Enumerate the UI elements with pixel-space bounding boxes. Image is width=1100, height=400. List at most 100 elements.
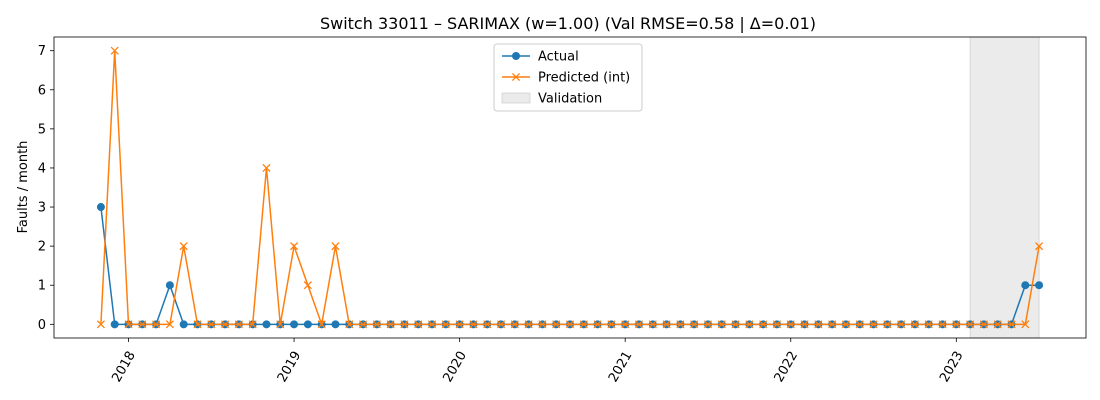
data-point [441, 320, 450, 329]
y-tick-label: 4 [38, 161, 46, 176]
data-point [455, 320, 464, 329]
data-point [607, 320, 616, 329]
series-line-1 [100, 206, 1040, 326]
data-point [165, 281, 174, 290]
data-point [483, 320, 492, 329]
data-point [152, 320, 161, 329]
data-point [124, 320, 133, 329]
data-point [1035, 242, 1044, 251]
data-point [731, 320, 740, 329]
y-tick-label: 3 [38, 201, 46, 216]
data-point [110, 320, 119, 329]
data-point [1021, 281, 1030, 290]
data-point [276, 320, 285, 329]
plot-frame [53, 36, 1087, 339]
data-point [1035, 281, 1044, 290]
data-point [331, 242, 340, 251]
data-point [676, 320, 685, 329]
data-point [814, 320, 823, 329]
y-tick-label: 6 [38, 83, 46, 98]
x-tick-label: 2022 [772, 349, 802, 385]
data-point [538, 320, 547, 329]
data-point [372, 320, 381, 329]
data-point [952, 320, 961, 329]
data-point [634, 320, 644, 329]
data-point [138, 320, 147, 329]
legend-swatch-validation [501, 92, 531, 104]
data-point [938, 320, 947, 329]
chart-title: Switch 33011 – SARIMAX (w=1.00) (Val RMS… [320, 14, 816, 33]
data-point [510, 320, 519, 329]
x-tick-label: 2019 [275, 349, 305, 385]
data-point [496, 320, 506, 329]
y-tick-label: 0 [38, 318, 46, 333]
data-point [290, 320, 299, 329]
y-tick-label: 7 [38, 44, 46, 59]
data-point [400, 320, 409, 329]
legend-label-validation: Validation [538, 92, 602, 107]
data-point [221, 320, 230, 329]
data-point [179, 242, 188, 251]
data-point [883, 320, 892, 329]
data-point [427, 320, 437, 329]
data-point [234, 320, 243, 329]
data-point [648, 320, 657, 329]
data-point [690, 320, 699, 329]
data-point [662, 320, 671, 329]
data-point [96, 320, 105, 329]
data-point [303, 320, 312, 329]
data-point [579, 320, 588, 329]
y-tick-label: 1 [38, 279, 46, 294]
data-point [855, 320, 864, 329]
data-point [207, 320, 216, 329]
data-point [469, 320, 478, 329]
y-tick-label: 5 [38, 122, 46, 137]
data-point [262, 320, 271, 329]
data-point [869, 320, 878, 329]
data-point [966, 320, 975, 329]
data-point [1021, 320, 1030, 329]
data-point [786, 320, 795, 329]
data-point [759, 320, 768, 329]
data-point [897, 320, 906, 329]
data-point [331, 320, 340, 329]
data-point [621, 320, 630, 329]
data-point [179, 320, 188, 329]
data-point [1007, 320, 1016, 329]
data-point [828, 320, 837, 329]
y-tick-label: 2 [38, 240, 46, 255]
legend-marker [512, 52, 520, 60]
legend-box [493, 43, 643, 112]
data-point [593, 320, 602, 329]
data-point [165, 320, 174, 329]
data-point [772, 320, 782, 329]
data-point [358, 320, 368, 329]
data-point [96, 203, 105, 212]
x-tick-label: 2018 [109, 349, 139, 385]
x-tick-label: 2020 [440, 349, 470, 385]
data-point [910, 320, 919, 329]
legend-marker [511, 72, 521, 82]
data-point [524, 320, 533, 329]
legend: Actual Predicted (int) Validation [493, 43, 643, 112]
data-point [800, 320, 809, 329]
validation-span [969, 36, 1040, 339]
data-point [979, 320, 988, 329]
data-point [262, 163, 271, 173]
data-point [924, 320, 933, 329]
data-point [703, 320, 713, 329]
data-point [552, 320, 561, 329]
data-point [317, 320, 326, 329]
data-point [386, 320, 395, 329]
data-point [193, 320, 202, 329]
legend-label-2: Predicted (int) [538, 71, 630, 86]
data-point [993, 320, 1002, 329]
data-point [345, 320, 354, 329]
data-point [841, 320, 850, 329]
data-point [110, 46, 119, 55]
data-point [290, 242, 299, 251]
data-point [745, 320, 754, 329]
x-tick-label: 2021 [606, 349, 636, 385]
data-point [303, 281, 312, 290]
